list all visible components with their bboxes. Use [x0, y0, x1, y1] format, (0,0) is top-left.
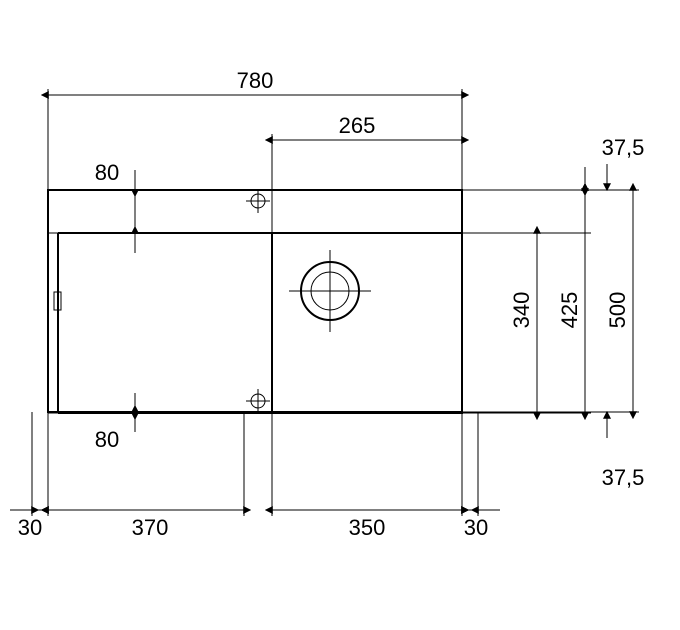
dim-b-370: 370	[132, 515, 169, 540]
dim-b-30-l: 30	[18, 515, 42, 540]
dim-overall-h: 500	[605, 292, 630, 329]
dim-b-30-r: 30	[464, 515, 488, 540]
sink-outline	[48, 190, 462, 412]
basin-outline	[272, 233, 462, 413]
dim-basin-width: 265	[339, 113, 376, 138]
dim-basin-h: 340	[509, 292, 534, 329]
dim-flange-top: 80	[95, 160, 119, 185]
dim-425: 425	[557, 292, 582, 329]
dim-overall-width: 780	[237, 68, 274, 93]
sink-dimension-drawing: 780 265 80 80 340 425 500 37,5 37,5 30 370 350 30	[0, 0, 680, 630]
dim-margin-bot: 37,5	[602, 465, 645, 490]
dim-margin-top: 37,5	[602, 135, 645, 160]
dim-flange-bot: 80	[95, 427, 119, 452]
dim-b-350: 350	[349, 515, 386, 540]
